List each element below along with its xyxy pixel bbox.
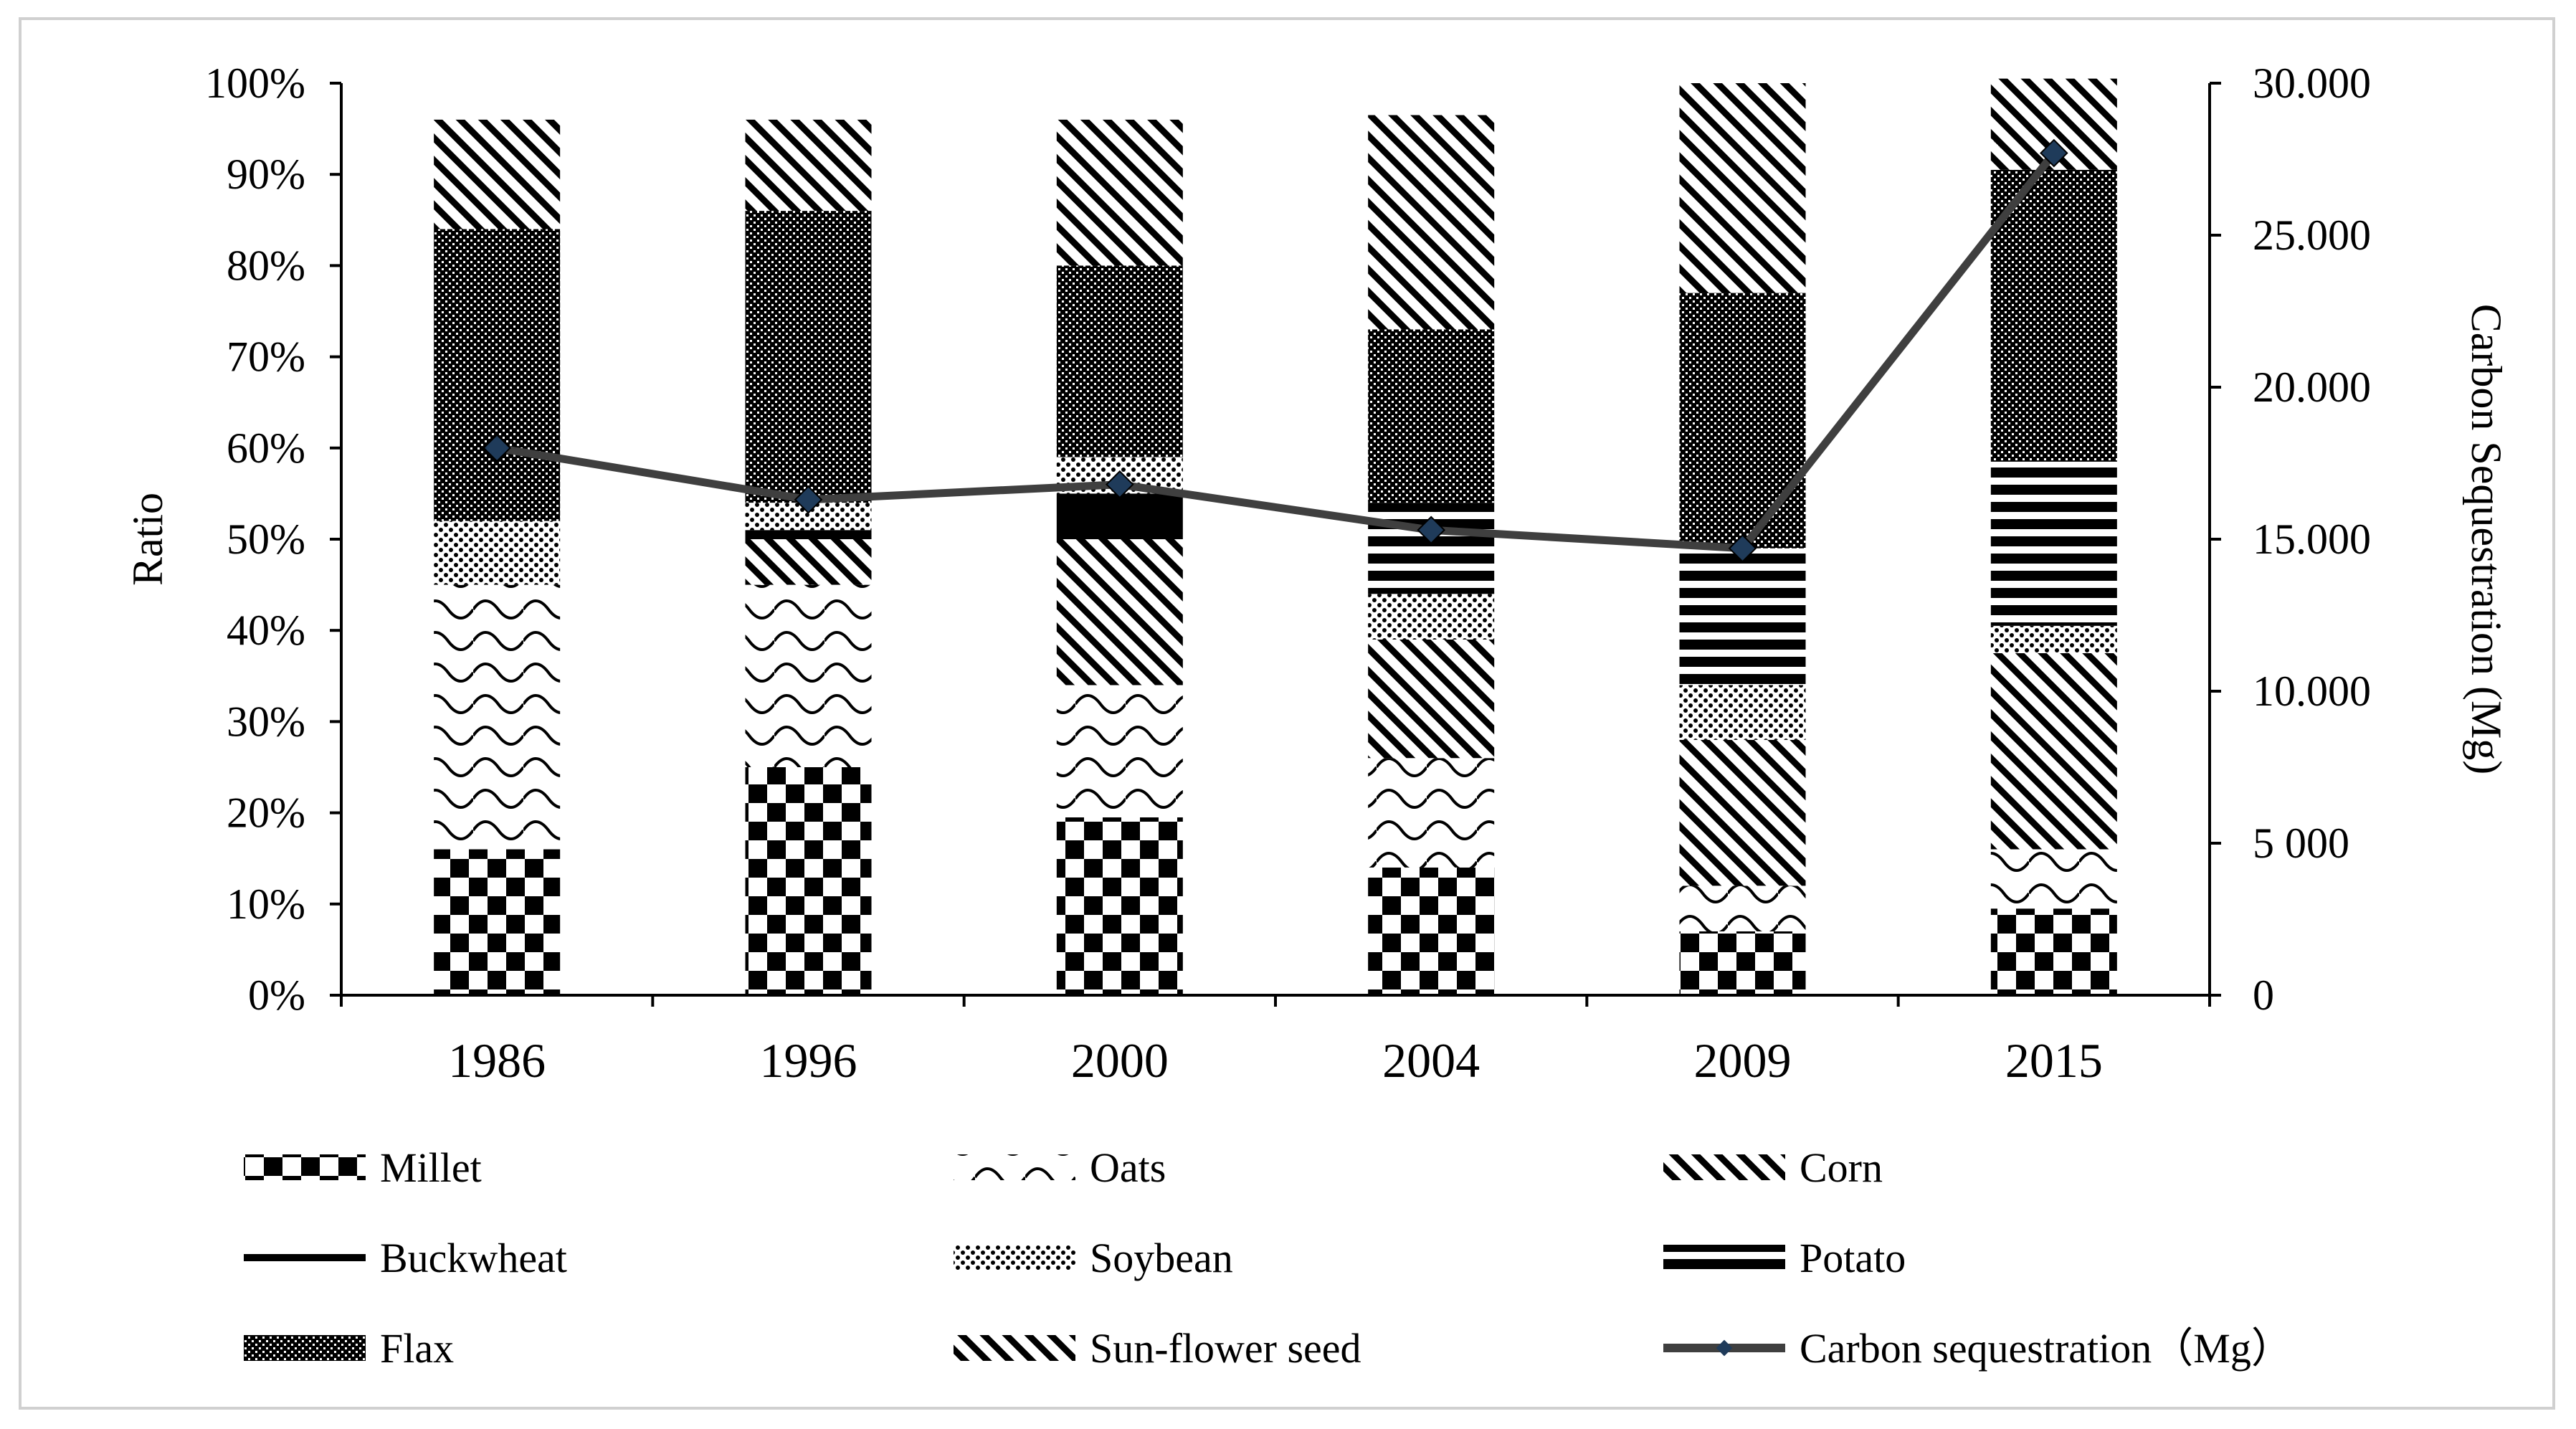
x-tick-label: 2009	[1694, 1033, 1792, 1088]
x-tick-label: 2004	[1382, 1033, 1480, 1088]
y-tick-label-left: 20%	[227, 789, 305, 837]
y-tick-label-left: 70%	[227, 333, 305, 381]
y-tick-label-right: 25.000	[2253, 212, 2371, 259]
bar-segment-flax-2015	[1990, 169, 2117, 462]
bar-segment-corn-2015	[1990, 653, 2117, 850]
bar-segment-buckwheat-2000	[1056, 493, 1183, 539]
y-tick-label-left: 30%	[227, 698, 305, 745]
legend-key-soybean	[954, 1245, 1075, 1271]
bar-segment-millet-2000	[1056, 817, 1183, 995]
bar-segment-potato-2009	[1679, 548, 1806, 685]
y-tick-label-left: 40%	[227, 607, 305, 654]
x-tick-label: 1986	[448, 1033, 546, 1088]
x-tick-label: 1996	[760, 1033, 857, 1088]
bar-segment-flax-2000	[1056, 265, 1183, 457]
legend-label-corn: Corn	[1800, 1144, 1883, 1191]
bar-segment-oats-2000	[1056, 685, 1183, 817]
bar-segment-corn-2004	[1368, 639, 1495, 759]
y-tick-label-left: 0%	[248, 972, 305, 1019]
bar-segment-flax-1986	[434, 229, 561, 521]
legend-label-carbon-sequestration-mg: Carbon sequestration（Mg）	[1800, 1325, 2293, 1372]
y-tick-label-left: 10%	[227, 880, 305, 928]
bar-segment-sun-flower-seed-2000	[1056, 119, 1183, 266]
y-tick-label-right: 15.000	[2253, 516, 2371, 563]
carbon-point-2009	[1728, 533, 1757, 563]
carbon-point-2000	[1106, 470, 1134, 499]
legend-key-oats	[954, 1154, 1075, 1180]
bar-segment-sun-flower-seed-2009	[1679, 83, 1806, 293]
legend-key-millet	[244, 1154, 366, 1180]
bar-segment-soybean-2015	[1990, 625, 2117, 653]
y-tick-label-right: 0	[2253, 972, 2274, 1019]
bar-segment-soybean-2009	[1679, 685, 1806, 740]
carbon-point-1986	[483, 434, 511, 462]
legend-marker-carbon-sequestration-mg	[1716, 1339, 1733, 1357]
y-tick-label-right: 5 000	[2253, 820, 2349, 867]
bar-segment-potato-2015	[1990, 461, 2117, 626]
carbon-point-2015	[2040, 138, 2068, 168]
legend-key-buckwheat	[244, 1254, 366, 1261]
bar-segment-oats-2004	[1368, 758, 1495, 868]
bar-segment-sun-flower-seed-2004	[1368, 115, 1495, 330]
y-tick-label-left: 50%	[227, 516, 305, 563]
bar-segment-millet-2015	[1990, 908, 2117, 995]
bar-segment-oats-1996	[745, 584, 872, 767]
bar-segment-millet-2004	[1368, 867, 1495, 995]
legend-label-buckwheat: Buckwheat	[380, 1235, 567, 1281]
bar-segment-flax-2004	[1368, 329, 1495, 503]
legend-label-oats: Oats	[1090, 1144, 1166, 1191]
bar-segment-flax-2009	[1679, 293, 1806, 549]
bar-segment-soybean-2004	[1368, 594, 1495, 640]
bar-segment-corn-2009	[1679, 739, 1806, 886]
y-tick-label-right: 10.000	[2253, 668, 2371, 715]
bar-segment-sun-flower-seed-1996	[745, 119, 872, 212]
legend-key-corn	[1663, 1154, 1785, 1180]
x-tick-label: 2015	[2005, 1033, 2103, 1088]
bar-segment-millet-1986	[434, 849, 561, 995]
bar-segment-corn-2000	[1056, 539, 1183, 685]
bar-segment-millet-1996	[745, 767, 872, 995]
bar-segment-sun-flower-seed-1986	[434, 119, 561, 229]
legend-key-sun-flower-seed	[954, 1335, 1075, 1361]
x-tick-label: 2000	[1071, 1033, 1169, 1088]
y-tick-label-left: 100%	[205, 60, 305, 107]
bar-segment-millet-2009	[1679, 931, 1806, 995]
legend-label-millet: Millet	[380, 1144, 482, 1191]
bar-segment-oats-2015	[1990, 849, 2117, 909]
y-tick-label-right: 20.000	[2253, 364, 2371, 411]
legend-label-potato: Potato	[1800, 1235, 1906, 1281]
bar-segment-buckwheat-1996	[745, 530, 872, 539]
chart-canvas: 0% 10% 20% 30% 40% 50% 60% 70% 80% 90% 100% 0 5 000 1…	[124, 60, 2510, 1372]
bar-segment-corn-1996	[745, 539, 872, 585]
bar-segment-soybean-1986	[434, 521, 561, 585]
y-tick-label-left: 80%	[227, 242, 305, 289]
y-tick-label-left: 60%	[227, 424, 305, 472]
bar-segment-oats-1986	[434, 584, 561, 850]
y-tick-label-left: 90%	[227, 151, 305, 198]
legend-key-flax	[244, 1335, 366, 1361]
legend-label-flax: Flax	[380, 1325, 454, 1372]
y-tick-label-right: 30.000	[2253, 60, 2371, 107]
legend-label-sun-flower-seed: Sun-flower seed	[1090, 1325, 1361, 1372]
bar-segment-flax-1996	[745, 211, 872, 503]
legend-label-soybean: Soybean	[1090, 1235, 1233, 1281]
carbon-point-1996	[794, 485, 823, 514]
y-axis-title-left: Ratio	[124, 493, 171, 586]
carbon-sequestration-line	[496, 151, 2058, 553]
legend-key-potato	[1663, 1245, 1785, 1271]
bar-segment-oats-2009	[1679, 886, 1806, 931]
chart-frame: 0% 10% 20% 30% 40% 50% 60% 70% 80% 90% 100% 0 5 000 1…	[19, 17, 2555, 1410]
carbon-point-2004	[1417, 516, 1445, 545]
y-axis-title-right: Carbon Sequestration (Mg)	[2463, 304, 2510, 775]
